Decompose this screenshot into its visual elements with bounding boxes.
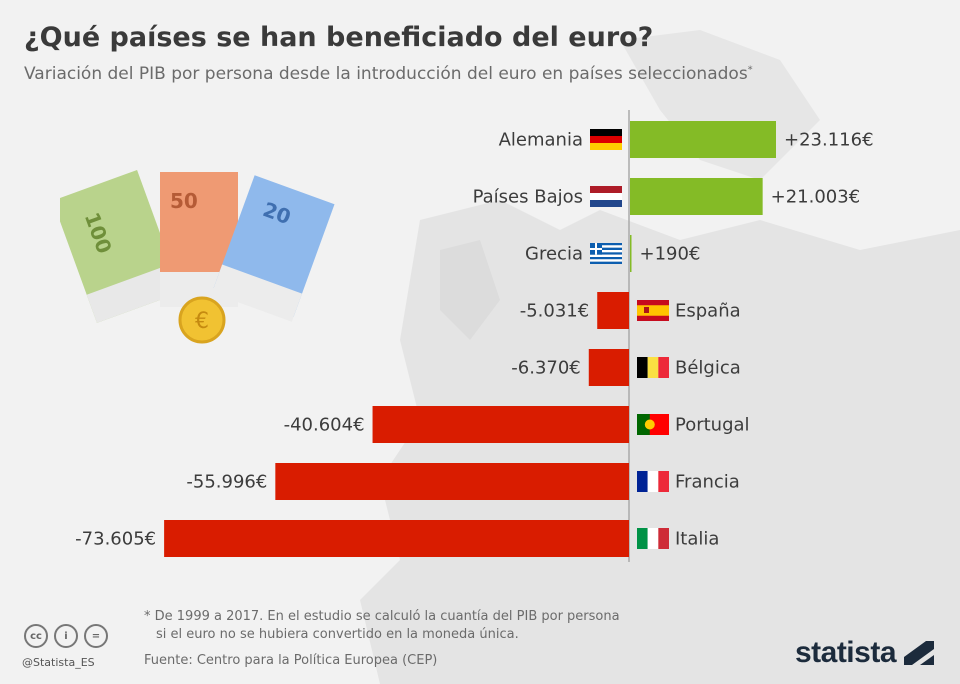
chart-subtitle: Variación del PIB por persona desde la i… <box>24 64 753 84</box>
license-icons: cc i = <box>24 624 108 648</box>
banknotes-illustration: 100 50 20 € <box>60 169 335 344</box>
value-label: +23.116€ <box>784 130 874 151</box>
value-label: -40.604€ <box>284 415 365 436</box>
banknote-50-label: 50 <box>170 189 198 213</box>
footnote-line2: si el euro no se hubiera convertido en l… <box>156 627 519 642</box>
value-label: -5.031€ <box>520 301 589 322</box>
flag-icon-espana <box>637 300 669 321</box>
country-label: Países Bajos <box>473 187 583 208</box>
flag-icon-alemania <box>590 129 622 150</box>
value-label: +190€ <box>640 244 701 265</box>
statista-logo[interactable]: statista <box>795 636 934 670</box>
bar-6 <box>275 463 629 500</box>
bar-5 <box>372 406 629 443</box>
euro-coin-icon <box>178 296 226 344</box>
flag-icon-francia <box>637 471 669 492</box>
bar-4 <box>588 349 629 386</box>
bar-chart: Alemania +23.116€ Países Bajos +21.003€ Grec… <box>75 110 874 562</box>
country-label: España <box>675 301 741 322</box>
country-label: Alemania <box>499 130 583 151</box>
flag-icon-belgica <box>637 357 669 378</box>
svg-text:€: € <box>195 309 209 334</box>
bar-2 <box>630 235 632 272</box>
flag-icon-portugal <box>637 414 669 435</box>
value-label: -55.996€ <box>186 472 267 493</box>
subtitle-text: Variación del PIB por persona desde la i… <box>24 64 748 84</box>
chart-title: ¿Qué países se han beneficiado del euro? <box>24 22 654 53</box>
statista-logo-icon <box>904 641 934 665</box>
bar-3 <box>597 292 629 329</box>
value-label: +21.003€ <box>771 187 861 208</box>
flag-icon-grecia <box>590 243 622 264</box>
country-label: Grecia <box>525 244 583 265</box>
value-label: -73.605€ <box>75 529 156 550</box>
source-note: Fuente: Centro para la Política Europea … <box>144 653 438 668</box>
footnote-line1: * De 1999 a 2017. En el estudio se calcu… <box>144 609 620 624</box>
no-derivatives-icon: = <box>84 624 108 648</box>
bar-0 <box>630 121 776 158</box>
cc-icon: cc <box>24 624 48 648</box>
bar-1 <box>630 178 763 215</box>
value-label: -6.370€ <box>511 358 580 379</box>
country-label: Italia <box>675 529 719 550</box>
brand-text: statista <box>794 636 897 669</box>
country-label: Portugal <box>675 415 750 436</box>
flag-icon-paises-bajos <box>590 186 622 207</box>
social-handle: @Statista_ES <box>22 656 95 669</box>
subtitle-asterisk: * <box>747 64 753 76</box>
bar-7 <box>164 520 629 557</box>
country-label: Bélgica <box>675 358 741 379</box>
country-label: Francia <box>675 472 740 493</box>
flag-icon-italia <box>637 528 669 549</box>
attribution-icon: i <box>54 624 78 648</box>
